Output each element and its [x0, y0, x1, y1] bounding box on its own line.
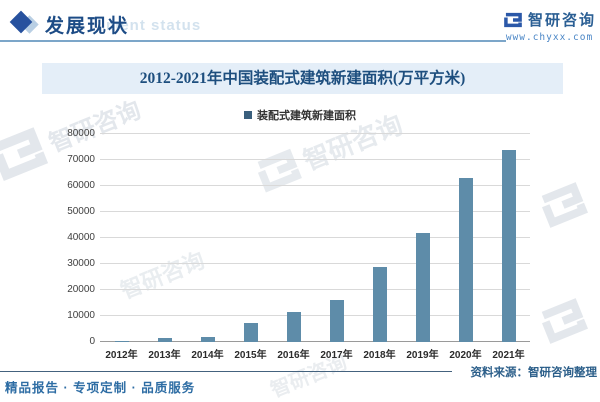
y-tick-label: 50000 — [67, 206, 95, 217]
bar-2019年 — [415, 233, 430, 342]
gridline — [100, 315, 530, 316]
bar-slot — [272, 312, 315, 342]
gridline — [100, 263, 530, 264]
bar-slot — [401, 233, 444, 342]
data-source-note: 资料来源：智研咨询整理 — [470, 367, 598, 379]
x-tick-label: 2014年 — [191, 350, 224, 361]
bar-2015年 — [243, 323, 258, 342]
y-tick-label: 60000 — [67, 180, 95, 191]
bar-2020年 — [458, 178, 473, 342]
brand-logo-icon — [533, 291, 593, 351]
bar-slot — [487, 149, 530, 342]
x-tick-label: 2021年 — [492, 350, 525, 361]
y-tick-label: 30000 — [67, 258, 95, 269]
section-diamond-icon — [9, 10, 44, 40]
y-tick-label: 0 — [89, 336, 95, 347]
bar-slot — [229, 323, 272, 342]
x-tick-label: 2013年 — [148, 350, 181, 361]
y-axis: 80000 70000 60000 50000 40000 30000 20000 10000… — [50, 128, 95, 347]
bar-2013年 — [157, 338, 172, 342]
y-tick-label: 80000 — [67, 128, 95, 139]
x-tick-label: 2015年 — [234, 350, 267, 361]
legend-marker — [244, 111, 252, 119]
footer-tagline: 精品报告 · 专项定制 · 品质服务 — [5, 381, 196, 395]
x-tick-label: 2017年 — [320, 350, 353, 361]
gridline — [100, 133, 530, 134]
header-english-watermark: ment status — [106, 17, 202, 34]
bar-series — [100, 133, 530, 342]
brand-watermark — [533, 175, 593, 235]
brand-name: 智研咨询 — [527, 12, 596, 29]
y-tick-label: 70000 — [67, 154, 95, 165]
bar-slot — [315, 300, 358, 342]
x-tick-label: 2012年 — [105, 350, 138, 361]
chart-title: 2012-2021年中国装配式建筑新建面积(万平方米) — [42, 63, 563, 94]
x-axis: 2012年 2013年 2014年 2015年 2016年 2017年 2018年 2019年… — [100, 346, 530, 361]
page-title: 发展现状 — [45, 16, 130, 37]
bar-2018年 — [372, 266, 387, 342]
brand-website: www.chyxx.com — [505, 32, 594, 43]
gridline — [100, 237, 530, 238]
bar-slot — [100, 340, 143, 342]
brand-logo-icon — [503, 10, 523, 30]
gridline — [100, 341, 530, 342]
bar-2017年 — [329, 300, 344, 342]
bar-2014年 — [200, 336, 215, 342]
chart-legend: 装配式建筑新建面积 — [0, 107, 600, 123]
brand-logo-icon — [533, 175, 593, 235]
gridline — [100, 211, 530, 212]
bar-2021年 — [501, 149, 516, 342]
bar-slot — [143, 338, 186, 342]
gridline — [100, 159, 530, 160]
header-divider — [0, 40, 506, 42]
y-tick-label: 40000 — [67, 232, 95, 243]
footer-divider — [0, 371, 452, 372]
bar-slot — [358, 266, 401, 342]
bar-slot — [444, 178, 487, 342]
x-tick-label: 2020年 — [449, 350, 482, 361]
x-tick-label: 2019年 — [406, 350, 439, 361]
bar-2012年 — [114, 340, 129, 342]
plot-gridlines — [100, 133, 530, 342]
gridline — [100, 289, 530, 290]
y-tick-label: 20000 — [67, 284, 95, 295]
bar-slot — [186, 336, 229, 342]
x-tick-label: 2016年 — [277, 350, 310, 361]
brand-block: 智研咨询 www.chyxx.com — [503, 9, 596, 43]
gridline — [100, 185, 530, 186]
x-tick-label: 2018年 — [363, 350, 396, 361]
legend-label: 装配式建筑新建面积 — [257, 110, 356, 122]
y-tick-label: 10000 — [67, 310, 95, 321]
brand-watermark — [533, 291, 593, 351]
bar-2016年 — [286, 312, 301, 342]
